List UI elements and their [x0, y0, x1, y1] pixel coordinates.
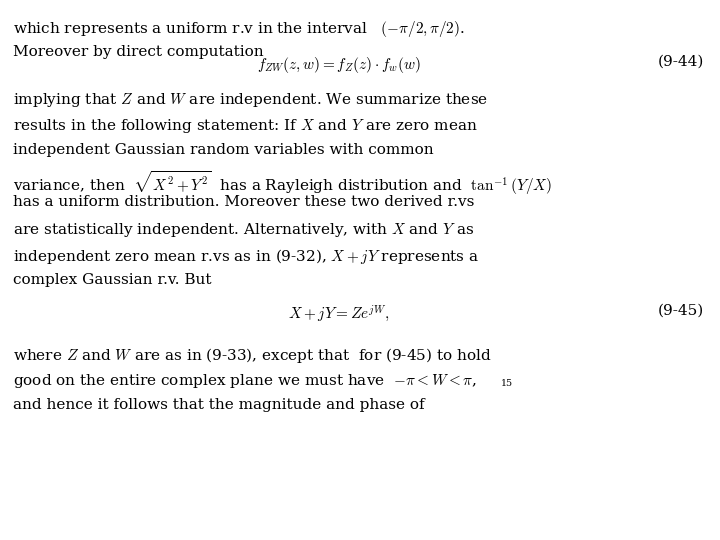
Text: results in the following statement: If $X$ and $Y$ are zero mean: results in the following statement: If $…	[13, 117, 477, 135]
Text: where $Z$ and $W$ are as in (9-33), except that  for (9-45) to hold: where $Z$ and $W$ are as in (9-33), exce…	[13, 346, 492, 365]
Text: complex Gaussian r.v. But: complex Gaussian r.v. But	[13, 273, 212, 287]
Text: $X + jY = Ze^{jW},$: $X + jY = Ze^{jW},$	[288, 304, 389, 325]
Text: independent zero mean r.vs as in (9-32), $X + jY$ represents a: independent zero mean r.vs as in (9-32),…	[13, 247, 480, 266]
Text: which represents a uniform r.v in the interval   $(-\pi/2, \pi/2)$.: which represents a uniform r.v in the in…	[13, 19, 465, 39]
Text: Moreover by direct computation: Moreover by direct computation	[13, 45, 264, 59]
Text: independent Gaussian random variables with common: independent Gaussian random variables wi…	[13, 143, 433, 157]
Text: are statistically independent. Alternatively, with $X$ and $Y$ as: are statistically independent. Alternati…	[13, 221, 474, 239]
Text: 15: 15	[500, 379, 513, 388]
Text: and hence it follows that the magnitude and phase of: and hence it follows that the magnitude …	[13, 398, 425, 412]
Text: variance, then  $\sqrt{X^2+Y^2}$  has a Rayleigh distribution and  $\tan^{-1}(Y/: variance, then $\sqrt{X^2+Y^2}$ has a Ra…	[13, 169, 552, 197]
Text: has a uniform distribution. Moreover these two derived r.vs: has a uniform distribution. Moreover the…	[13, 195, 474, 209]
Text: good on the entire complex plane we must have  $-\pi < W < \pi$,: good on the entire complex plane we must…	[13, 372, 477, 390]
Text: $f_{ZW}(z,w) = f_Z(z) \cdot f_w(w)$: $f_{ZW}(z,w) = f_Z(z) \cdot f_w(w)$	[256, 55, 420, 75]
Text: (9-45): (9-45)	[658, 304, 704, 318]
Text: (9-44): (9-44)	[658, 55, 704, 69]
Text: implying that $Z$ and $W$ are independent. We summarize these: implying that $Z$ and $W$ are independen…	[13, 91, 488, 109]
